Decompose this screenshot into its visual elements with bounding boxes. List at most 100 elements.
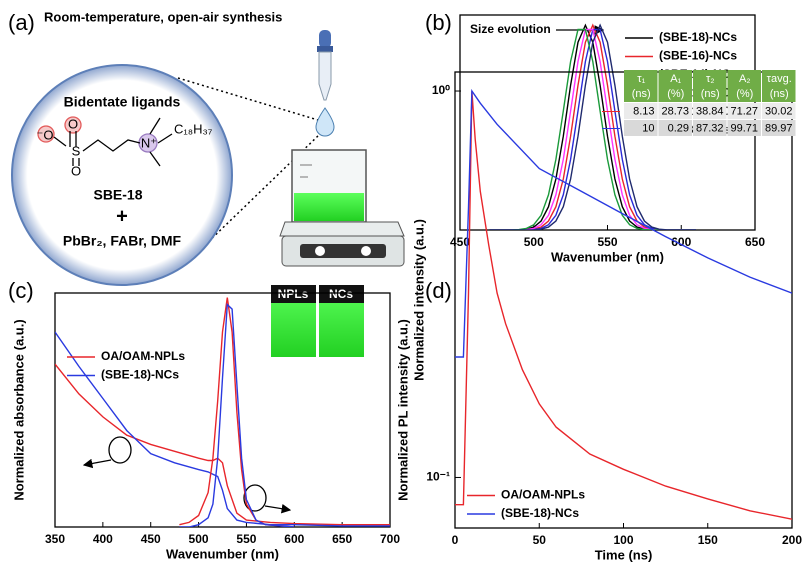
x-tick-label: 700 bbox=[380, 532, 400, 546]
schematic: (a) Room-temperature, open-air synthesis… bbox=[8, 9, 405, 286]
table-header: A₁ bbox=[670, 73, 681, 85]
x-tick-label: 0 bbox=[452, 533, 459, 547]
y-tick-label: 10⁰ bbox=[432, 83, 450, 97]
plus: + bbox=[116, 205, 128, 227]
table-header-cell bbox=[658, 70, 692, 102]
x-tick-label: 650 bbox=[332, 532, 352, 546]
marker-circle bbox=[108, 436, 132, 464]
table-cell-bg bbox=[624, 103, 658, 119]
inset: NPLs NCs bbox=[271, 285, 364, 357]
ligand-name: SBE-18 bbox=[93, 187, 142, 203]
x-tick-label: 150 bbox=[698, 533, 718, 547]
y2-axis-title: Normalized PL intensity (a.u.) bbox=[395, 319, 410, 501]
table-header-unit: (%) bbox=[667, 88, 684, 100]
table-cell: 99.71 bbox=[730, 122, 758, 134]
x-axis-title: Time (ns) bbox=[595, 547, 653, 562]
molecule bbox=[37, 116, 173, 167]
table-header: τ₂ bbox=[706, 73, 715, 85]
series-line bbox=[455, 88, 792, 358]
x-tick-label: 200 bbox=[782, 533, 802, 547]
inset-label: NCs bbox=[329, 287, 353, 301]
atom: S bbox=[72, 143, 81, 158]
x-tick-label: 550 bbox=[236, 532, 256, 546]
reagents: PbBr₂, FABr, DMF bbox=[63, 233, 182, 249]
x-tick-label: 550 bbox=[597, 235, 617, 249]
x-tick-label: 50 bbox=[533, 533, 547, 547]
series-line bbox=[489, 23, 696, 230]
panel-label: (a) bbox=[8, 10, 35, 35]
atom: N⁺ bbox=[141, 135, 157, 150]
legend-label: (SBE-18)-NCs bbox=[101, 368, 179, 382]
x-tick-label: 450 bbox=[141, 532, 161, 546]
atom: ⁻O bbox=[37, 127, 54, 142]
table-cell: 8.13 bbox=[633, 105, 654, 117]
atom: C₁₈H₃₇ bbox=[174, 121, 213, 136]
x-tick-label: 100 bbox=[613, 533, 633, 547]
table-cell: 38.84 bbox=[696, 105, 724, 117]
x-tick-label: 500 bbox=[189, 532, 209, 546]
atom: O bbox=[68, 116, 78, 131]
table-cell-bg bbox=[727, 120, 761, 136]
table-cell-bg bbox=[624, 120, 658, 136]
table-header: τavg. bbox=[767, 73, 792, 85]
x-tick-label: 650 bbox=[745, 235, 765, 249]
annotation: Size evolution bbox=[470, 22, 551, 36]
table-cell: 28.73 bbox=[661, 105, 689, 117]
series-line bbox=[179, 302, 295, 527]
table-header-unit: (ns) bbox=[701, 88, 720, 100]
x-axis-title: Wavenumber (nm) bbox=[551, 249, 664, 264]
table-cell-bg bbox=[658, 120, 692, 136]
table-cell: 10 bbox=[642, 122, 654, 134]
y-axis-title: Normalized intensity (a.u.) bbox=[411, 219, 426, 381]
series-line bbox=[55, 363, 390, 526]
series-line bbox=[489, 28, 696, 230]
table-cell: 89.97 bbox=[765, 122, 793, 134]
table-cell-bg bbox=[762, 120, 796, 136]
table-cell-bg bbox=[658, 103, 692, 119]
legend-label: OA/OAM-NPLs bbox=[501, 488, 585, 502]
plot-frame bbox=[54, 292, 391, 528]
marker-circle bbox=[243, 484, 267, 512]
panel-label: (c) bbox=[8, 278, 34, 303]
table-cell-bg bbox=[727, 103, 761, 119]
table-cell: 0.29 bbox=[668, 122, 689, 134]
inset-label: NPLs bbox=[278, 287, 309, 301]
hotplate bbox=[279, 149, 405, 267]
axis-arrow bbox=[82, 458, 112, 469]
axis-arrow bbox=[264, 503, 292, 514]
table-header: A₂ bbox=[739, 73, 751, 85]
panel-label: (d) bbox=[425, 278, 452, 303]
x-tick-label: 500 bbox=[524, 235, 544, 249]
legend-label: (SBE-18)-NCs bbox=[501, 506, 579, 520]
x-tick-label: 600 bbox=[671, 235, 691, 249]
legend-label: (SBE-16)-NCs bbox=[659, 49, 737, 63]
table-cell: 30.02 bbox=[765, 105, 793, 117]
table-cell: 71.27 bbox=[730, 105, 758, 117]
schematic-title: Room-temperature, open-air synthesis bbox=[44, 9, 282, 24]
table-header-cell bbox=[762, 70, 796, 102]
table-header-cell bbox=[624, 70, 658, 102]
table-header: τ₁ bbox=[637, 73, 645, 85]
table-cell: 87.32 bbox=[696, 122, 724, 134]
series-line bbox=[455, 90, 792, 520]
x-tick-label: 600 bbox=[284, 532, 304, 546]
table-header-cell bbox=[727, 70, 761, 102]
y-axis-title: Normalized absorbance (a.u.) bbox=[11, 319, 26, 500]
table-header-unit: (ns) bbox=[632, 88, 651, 100]
panel-label: (b) bbox=[425, 10, 452, 35]
legend-label: OA/OAM-NPLs bbox=[101, 349, 185, 363]
x-tick-label: 400 bbox=[93, 532, 113, 546]
table-cell-bg bbox=[693, 103, 727, 119]
x-tick-label: 350 bbox=[45, 532, 65, 546]
table-header-cell bbox=[693, 70, 727, 102]
zoom-line bbox=[177, 77, 319, 121]
dropper bbox=[315, 30, 335, 137]
atom: O bbox=[71, 163, 81, 178]
table-cell-bg bbox=[693, 120, 727, 136]
legend-label: (SBE-18)-NCs bbox=[659, 30, 737, 44]
table-cell-bg bbox=[762, 103, 796, 119]
x-axis-title: Wavenumber (nm) bbox=[166, 546, 279, 561]
zoom-line bbox=[204, 133, 321, 246]
table-header-unit: (%) bbox=[736, 88, 753, 100]
